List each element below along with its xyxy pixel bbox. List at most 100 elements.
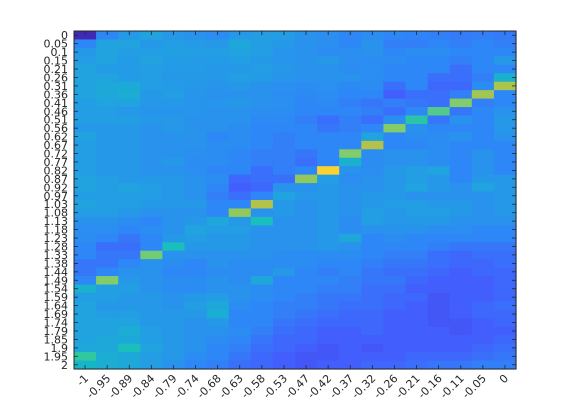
heatmap-cell xyxy=(383,242,406,251)
heatmap-cell xyxy=(140,344,163,353)
heatmap-cell xyxy=(317,344,340,353)
heatmap-cell xyxy=(229,276,252,285)
heatmap-cell xyxy=(295,310,318,319)
heatmap-cell xyxy=(406,48,429,57)
heatmap-cell xyxy=(162,268,185,277)
heatmap-cell xyxy=(383,200,406,209)
heatmap-cell xyxy=(339,73,362,82)
heatmap-cell xyxy=(273,82,296,91)
heatmap-cell xyxy=(251,99,274,108)
heatmap-cell xyxy=(273,352,296,361)
heatmap-cell xyxy=(207,310,230,319)
heatmap-cell xyxy=(361,344,384,353)
heatmap-cell xyxy=(96,276,119,285)
heatmap-cell xyxy=(96,82,119,91)
heatmap-cell xyxy=(383,268,406,277)
heatmap-cell xyxy=(406,344,429,353)
heatmap-cell xyxy=(140,73,163,82)
heatmap-cell xyxy=(295,39,318,48)
heatmap-cell xyxy=(406,242,429,251)
heatmap-cell xyxy=(428,335,451,344)
heatmap-cell xyxy=(273,335,296,344)
heatmap-cell xyxy=(361,158,384,167)
heatmap-cell xyxy=(96,56,119,65)
heatmap-cell xyxy=(96,65,119,74)
heatmap-cell xyxy=(361,208,384,217)
heatmap-cell xyxy=(317,73,340,82)
heatmap-cell xyxy=(207,208,230,217)
heatmap-cell xyxy=(295,73,318,82)
heatmap-cell xyxy=(428,251,451,260)
heatmap-cell xyxy=(428,90,451,99)
heatmap-cell xyxy=(162,225,185,234)
heatmap-cell xyxy=(140,200,163,209)
heatmap-cell xyxy=(450,285,473,294)
heatmap-cell xyxy=(383,327,406,336)
heatmap-cell xyxy=(251,183,274,192)
heatmap-cell xyxy=(472,107,495,116)
heatmap-cell xyxy=(472,56,495,65)
heatmap-cell xyxy=(229,149,252,158)
heatmap-cell xyxy=(185,251,208,260)
heatmap-cell xyxy=(339,251,362,260)
heatmap-cell xyxy=(185,268,208,277)
heatmap-cell xyxy=(185,56,208,65)
heatmap-cell xyxy=(406,310,429,319)
heatmap-cell xyxy=(428,158,451,167)
heatmap-cell xyxy=(383,166,406,175)
heatmap-cell xyxy=(207,166,230,175)
heatmap-cell xyxy=(361,56,384,65)
heatmap-cell xyxy=(207,124,230,133)
heatmap-cell xyxy=(295,149,318,158)
heatmap-cell xyxy=(317,310,340,319)
heatmap-cell xyxy=(472,268,495,277)
heatmap-cell xyxy=(273,107,296,116)
heatmap-cell xyxy=(140,175,163,184)
heatmap-cell xyxy=(251,335,274,344)
heatmap-cell xyxy=(472,301,495,310)
heatmap-cell xyxy=(273,175,296,184)
heatmap-cell xyxy=(472,352,495,361)
heatmap-cell xyxy=(295,285,318,294)
heatmap-cell xyxy=(361,293,384,302)
heatmap-cell xyxy=(361,183,384,192)
heatmap-cell xyxy=(383,234,406,243)
heatmap-cell xyxy=(361,335,384,344)
heatmap-cell xyxy=(185,335,208,344)
heatmap-cell xyxy=(361,149,384,158)
heatmap-cell xyxy=(251,107,274,116)
heatmap-cell xyxy=(229,327,252,336)
heatmap-cell xyxy=(428,183,451,192)
heatmap-cell xyxy=(339,116,362,125)
heatmap-cell xyxy=(162,39,185,48)
heatmap-cell xyxy=(450,318,473,327)
heatmap-cell xyxy=(140,234,163,243)
heatmap-cell xyxy=(472,327,495,336)
heatmap-cell xyxy=(185,65,208,74)
heatmap-cell xyxy=(140,141,163,150)
heatmap-cell xyxy=(162,192,185,201)
heatmap-cell xyxy=(383,217,406,226)
heatmap-cell xyxy=(472,251,495,260)
heatmap-cell xyxy=(295,107,318,116)
heatmap-cell xyxy=(361,166,384,175)
heatmap-cell xyxy=(251,344,274,353)
heatmap-cell xyxy=(162,344,185,353)
heatmap-cell xyxy=(273,39,296,48)
heatmap-cell xyxy=(229,217,252,226)
heatmap-cell xyxy=(383,132,406,141)
heatmap-cell xyxy=(450,352,473,361)
heatmap-cell xyxy=(406,192,429,201)
heatmap-cell xyxy=(185,318,208,327)
heatmap-cell xyxy=(251,200,274,209)
heatmap-cell xyxy=(251,225,274,234)
heatmap-cell xyxy=(118,99,141,108)
heatmap-cell xyxy=(140,99,163,108)
heatmap-cell xyxy=(118,175,141,184)
heatmap-cell xyxy=(229,132,252,141)
heatmap-cell xyxy=(450,344,473,353)
heatmap-cell xyxy=(295,116,318,125)
heatmap-cell xyxy=(162,318,185,327)
heatmap-cell xyxy=(185,217,208,226)
heatmap-cell xyxy=(361,99,384,108)
